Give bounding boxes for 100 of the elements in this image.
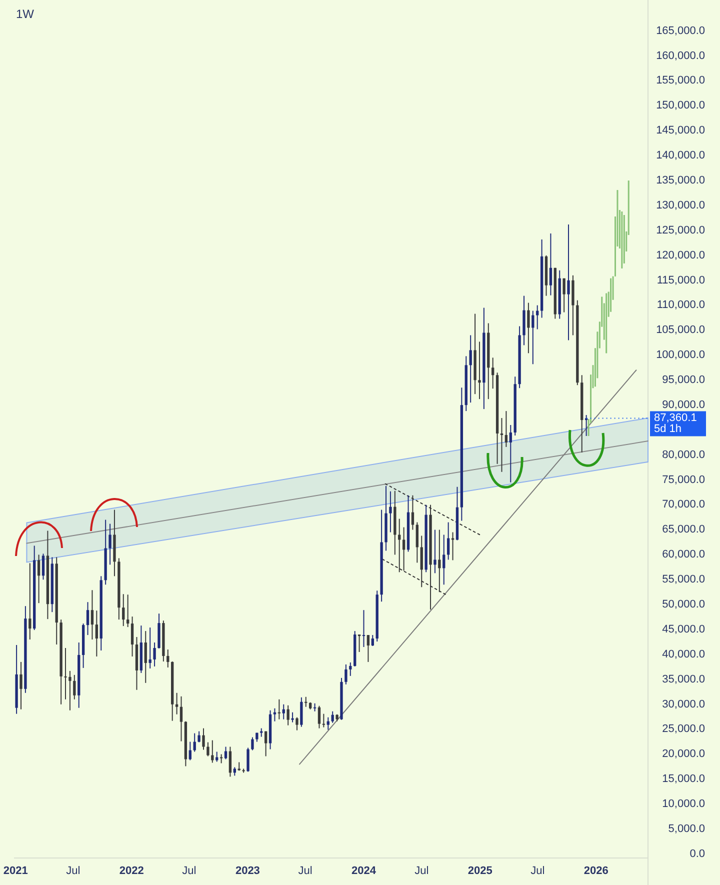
candlestick — [202, 728, 205, 750]
candlestick — [344, 664, 348, 685]
candlestick — [211, 740, 214, 764]
candlestick — [122, 594, 125, 627]
candlestick — [224, 746, 228, 760]
x-tick-label: Jul — [530, 864, 545, 877]
y-tick-label: 0.0 — [690, 848, 705, 860]
candlestick — [434, 529, 436, 574]
candlestick — [86, 602, 90, 636]
candlestick — [216, 751, 218, 762]
y-tick-label: 110,000.0 — [656, 299, 705, 312]
y-tick-label: 10,000.0 — [662, 798, 705, 810]
candlestick — [446, 522, 450, 560]
y-tick-label: 5,000.0 — [668, 822, 705, 835]
candlestick — [291, 712, 294, 723]
candlestick — [148, 627, 152, 669]
y-tick-label: 155,000.0 — [656, 74, 705, 87]
candlestick — [567, 224, 570, 341]
y-tick-label: 25,000.0 — [662, 723, 705, 736]
candlestick — [349, 662, 352, 676]
candlestick — [416, 522, 418, 564]
candlestick — [273, 708, 276, 722]
x-tick-label: Jul — [414, 864, 429, 877]
x-tick-label: 2024 — [352, 864, 377, 877]
candlestick — [42, 553, 45, 580]
candlestick — [73, 674, 76, 700]
candlestick — [318, 705, 321, 729]
candlestick — [166, 648, 170, 668]
x-tick-label: 2022 — [119, 864, 144, 877]
y-tick-label: 35,000.0 — [662, 673, 705, 686]
candlestick — [126, 594, 130, 628]
x-tick-label: 2026 — [584, 864, 608, 877]
y-tick-label: 40,000.0 — [662, 648, 705, 660]
candlestick — [228, 746, 232, 778]
candlestick — [180, 696, 183, 742]
candlestick — [304, 696, 308, 708]
x-tick-label: 2025 — [468, 864, 492, 877]
y-tick-label: 55,000.0 — [662, 574, 705, 586]
y-tick-label: 90,000.0 — [662, 398, 705, 411]
x-tick-label: 2023 — [235, 864, 260, 877]
y-tick-label: 80,000.0 — [662, 448, 705, 461]
candlestick — [108, 523, 112, 566]
candlestick — [478, 341, 481, 400]
candlestick — [286, 704, 290, 726]
candlestick — [206, 742, 210, 757]
y-tick-label: 115,000.0 — [656, 274, 705, 286]
candlestick — [300, 696, 303, 728]
y-tick-label: 15,000.0 — [662, 773, 705, 786]
y-tick-label: 125,000.0 — [656, 224, 705, 236]
x-tick-label: 2021 — [3, 864, 28, 877]
candlestick — [193, 732, 196, 752]
candlestick — [549, 232, 552, 296]
candlestick — [37, 554, 40, 604]
x-tick-label: Jul — [66, 864, 80, 877]
candlestick — [469, 334, 472, 404]
y-tick-label: 30,000.0 — [662, 698, 705, 710]
candlestick — [20, 661, 22, 710]
candlestick — [504, 410, 508, 448]
candlestick — [264, 730, 268, 757]
candlestick — [28, 562, 32, 640]
candlestick — [389, 490, 392, 533]
y-tick-label: 160,000.0 — [656, 50, 705, 62]
candlestick — [584, 414, 588, 436]
text: 1W — [16, 7, 35, 22]
y-tick-label: 145,000.0 — [656, 124, 705, 137]
candlestick — [153, 642, 156, 667]
y-tick-label: 165,000.0 — [656, 24, 705, 37]
candlestick — [90, 590, 94, 640]
y-tick-label: 95,000.0 — [662, 374, 705, 386]
candlestick — [527, 302, 530, 354]
x-tick-label: Jul — [182, 864, 196, 877]
candlestick — [492, 357, 494, 390]
candlestick — [246, 747, 250, 772]
candlestick — [509, 424, 512, 483]
candlestick — [331, 710, 334, 724]
candlestick — [326, 716, 330, 730]
candlestick — [362, 610, 366, 648]
y-tick-label: 150,000.0 — [656, 100, 705, 112]
text: 5d 1h — [654, 423, 682, 436]
y-tick-label: 135,000.0 — [656, 174, 705, 186]
y-tick-label: 120,000.0 — [656, 249, 705, 262]
candlestick — [278, 698, 281, 720]
y-tick-label: 70,000.0 — [662, 498, 705, 511]
y-tick-label: 65,000.0 — [662, 524, 705, 536]
candlestick — [371, 634, 374, 646]
candlestick — [175, 692, 178, 715]
candlestick — [198, 730, 200, 743]
candlestick — [536, 304, 539, 330]
y-tick-label: 45,000.0 — [662, 623, 705, 636]
candlestick — [251, 736, 254, 751]
candlestick — [366, 634, 370, 662]
candlestick — [144, 630, 147, 684]
candlestick — [562, 278, 566, 313]
y-tick-label: 50,000.0 — [662, 598, 705, 610]
y-tick-label: 140,000.0 — [656, 150, 705, 162]
candlestick — [411, 494, 414, 530]
y-tick-label: 105,000.0 — [656, 324, 705, 336]
y-tick-label: 60,000.0 — [662, 548, 705, 561]
candlestick — [322, 713, 326, 728]
y-tick-label: 100,000.0 — [656, 349, 705, 362]
